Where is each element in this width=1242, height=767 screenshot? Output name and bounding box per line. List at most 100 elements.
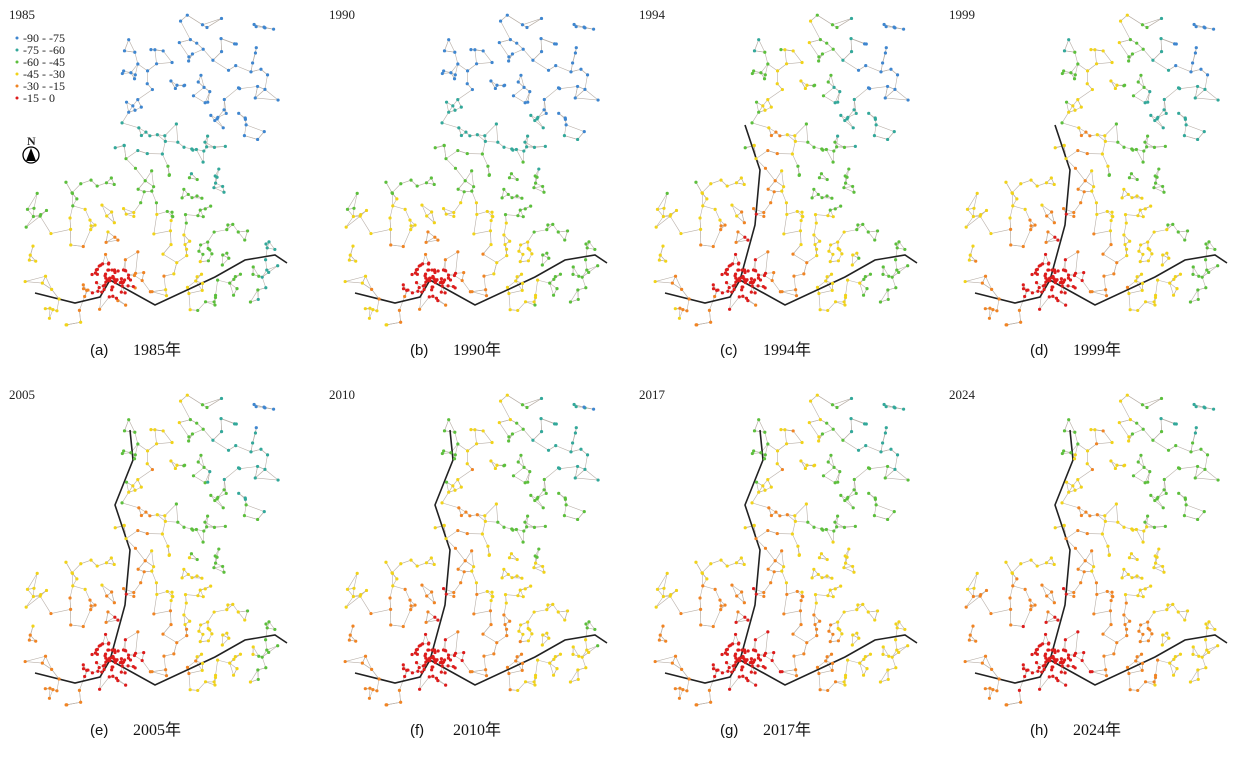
station [1153,230,1156,233]
road [70,598,71,609]
station [674,307,677,310]
station [490,61,493,64]
station [769,201,772,204]
station [368,317,371,320]
station [539,37,542,40]
station [107,268,110,271]
road [208,232,214,242]
station [133,77,136,80]
station [443,144,446,147]
station [495,122,498,125]
station [75,197,78,200]
road [444,145,446,158]
station [1064,157,1067,160]
station [1191,273,1194,276]
station [1047,278,1050,281]
road [1132,49,1143,54]
road [138,64,148,71]
station [189,308,192,311]
station [237,112,240,115]
station [131,104,134,107]
station [254,96,257,99]
station [1179,273,1182,276]
station [583,130,586,133]
road [1085,171,1091,181]
station [234,275,237,278]
station [416,184,419,187]
station [492,272,495,275]
station [894,242,897,245]
station [507,59,510,62]
station [170,61,173,64]
station [1125,254,1128,257]
station [766,250,769,253]
station [767,188,770,191]
road [230,283,234,295]
road [1081,192,1085,203]
road [1065,252,1077,260]
station [108,295,111,298]
road [85,209,90,220]
road [83,610,90,627]
road [345,282,362,284]
station [1004,181,1007,184]
road [165,141,177,142]
station [1142,215,1145,218]
road [207,18,222,27]
station [454,73,457,76]
station [965,225,968,228]
station [390,191,393,194]
station [1204,258,1207,261]
station [93,223,96,226]
station [162,49,165,52]
station [1026,288,1029,291]
station [1184,118,1187,121]
station [1135,194,1138,197]
station [968,258,971,261]
station [857,257,860,260]
station [554,64,557,67]
station [105,214,108,217]
station [510,172,513,175]
road [1023,230,1030,247]
road [1088,64,1097,71]
road [208,472,210,483]
station [98,308,101,311]
station [584,242,587,245]
station [188,240,191,243]
road [768,181,775,189]
road [224,88,238,100]
station [195,148,198,151]
station [1123,84,1126,87]
station [214,182,217,185]
station [127,277,130,280]
station [1147,259,1150,262]
road [1019,310,1020,322]
station [779,48,782,51]
station [1110,61,1113,64]
station [800,61,803,64]
station [1165,112,1168,115]
station [170,211,173,214]
station [1194,96,1197,99]
station [1171,223,1174,226]
station [1084,131,1087,134]
station [264,258,267,261]
station [906,264,909,267]
station [805,84,808,87]
station [1164,145,1167,148]
station [873,134,876,137]
station [1201,276,1204,279]
road [655,276,675,281]
road [793,51,802,63]
road [390,218,391,229]
station [1089,290,1092,293]
station [839,204,842,207]
station [475,213,478,216]
station [887,298,890,301]
station [96,273,99,276]
station [529,204,532,207]
station [1077,188,1080,191]
road [79,676,84,690]
road [477,62,492,63]
